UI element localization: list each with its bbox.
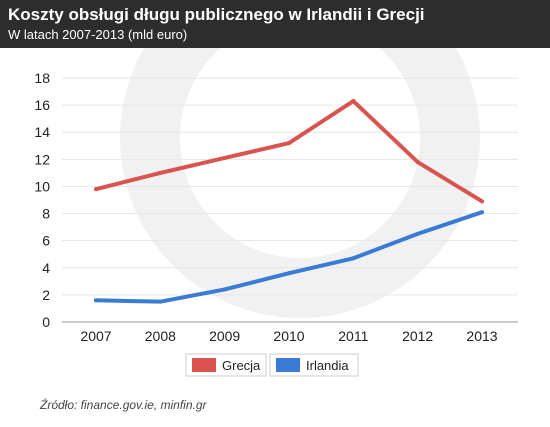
y-tick-label: 0 (42, 314, 50, 330)
data-point (351, 256, 356, 261)
y-tick-label: 10 (34, 178, 50, 194)
data-point (222, 155, 227, 160)
y-tick-label: 18 (34, 70, 50, 86)
x-tick-label: 2009 (209, 328, 240, 344)
legend-label: Grecja (222, 358, 261, 373)
y-tick-label: 12 (34, 151, 50, 167)
x-tick-label: 2008 (145, 328, 176, 344)
data-point (415, 231, 420, 236)
chart-subtitle: W latach 2007-2013 (mld euro) (8, 27, 188, 42)
chart-title: Koszty obsługi długu publicznego w Irlan… (8, 5, 425, 24)
data-point (415, 160, 420, 165)
watermark-logo (120, 48, 480, 318)
data-point (94, 298, 98, 303)
legend-swatch (276, 358, 300, 372)
data-point (158, 299, 163, 304)
source-note: Źródło: finance.gov.ie, minfin.gr (40, 398, 207, 412)
y-tick-label: 8 (42, 206, 50, 222)
data-point (222, 287, 227, 292)
data-point (480, 210, 484, 215)
legend-swatch (192, 358, 216, 372)
data-point (158, 170, 163, 175)
data-point (287, 271, 291, 276)
y-tick-label: 4 (42, 260, 50, 276)
data-point (480, 199, 484, 204)
x-tick-label: 2011 (338, 328, 368, 344)
data-point (94, 187, 98, 192)
y-tick-label: 14 (34, 124, 50, 140)
data-point (351, 99, 356, 104)
chart-header: Koszty obsługi długu publicznego w Irlan… (0, 0, 550, 48)
line-chart: 0 2 4 6 8 10 12 14 16 18 2007 2008 2009 2010 2011 2012 2… (34, 48, 518, 377)
x-tick-label: 2012 (402, 328, 433, 344)
data-point (287, 141, 291, 146)
y-tick-label: 6 (42, 233, 50, 249)
legend-label: Irlandia (306, 358, 349, 373)
x-tick-label: 2007 (80, 328, 111, 344)
x-tick-label: 2010 (273, 328, 304, 344)
y-tick-label: 16 (34, 97, 50, 113)
y-tick-label: 2 (42, 287, 50, 303)
x-tick-label: 2013 (466, 328, 497, 344)
